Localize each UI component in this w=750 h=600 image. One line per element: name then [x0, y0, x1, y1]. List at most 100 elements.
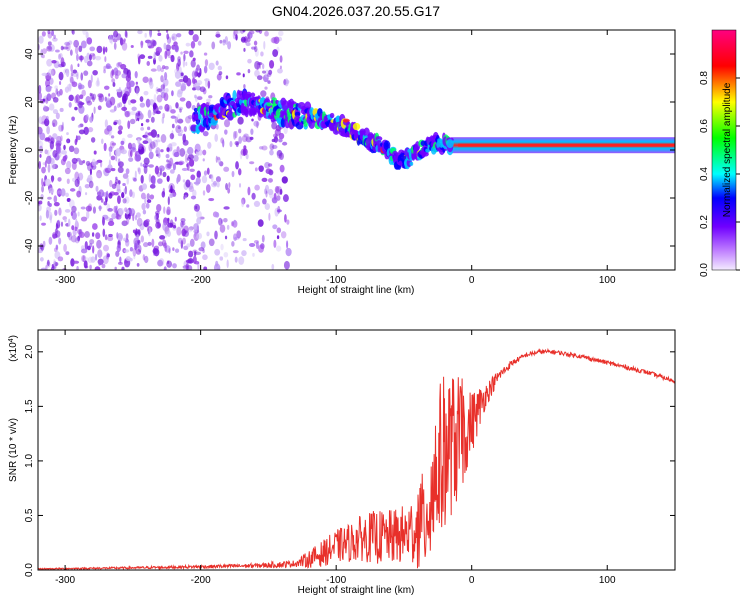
- heatmap-cell: [107, 220, 115, 227]
- heatmap-cell: [102, 216, 105, 226]
- heatmap-cell: [85, 192, 88, 196]
- heatmap-cell: [58, 124, 64, 132]
- heatmap-cell: [256, 121, 259, 129]
- heatmap-cell: [123, 249, 130, 253]
- heatmap-cell: [95, 185, 99, 192]
- heatmap-cell: [53, 201, 60, 207]
- heatmap-cell: [215, 123, 219, 130]
- heatmap-cell: [66, 132, 69, 136]
- heatmap-cell: [75, 94, 80, 104]
- heatmap-cell: [155, 46, 162, 54]
- heatmap-cell: [166, 206, 171, 216]
- heatmap-cell: [50, 266, 55, 270]
- heatmap-cell: [46, 93, 52, 102]
- snr-x-tick-label: -300: [55, 575, 75, 586]
- heatmap-cell: [191, 70, 197, 79]
- heatmap-cell: [144, 255, 149, 264]
- heatmap-cell: [73, 39, 80, 48]
- heatmap-cell: [160, 149, 164, 153]
- heatmap-cell: [54, 85, 58, 90]
- heatmap-cell: [212, 180, 217, 186]
- heatmap-cell: [183, 53, 186, 62]
- heatmap-cell: [254, 184, 260, 191]
- heatmap-cell: [38, 204, 42, 212]
- heatmap-cell: [273, 136, 279, 143]
- heatmap-cell: [85, 31, 89, 39]
- heatmap-cell: [176, 176, 179, 184]
- heatmap-cell: [163, 92, 169, 101]
- heatmap-cell: [272, 49, 279, 58]
- heatmap-cell: [124, 196, 130, 204]
- heatmap-cell: [68, 102, 72, 108]
- heatmap-cell: [200, 241, 206, 249]
- heatmap-cell: [70, 72, 74, 77]
- heatmap-cell: [284, 78, 289, 87]
- heatmap-cell: [60, 188, 66, 197]
- heatmap-cell: [116, 103, 120, 109]
- heatmap-cell: [38, 138, 41, 144]
- heatmap-cell: [84, 184, 90, 189]
- heatmap-cell: [144, 197, 147, 205]
- heatmap-cell: [133, 177, 137, 182]
- heatmap-cell: [247, 68, 251, 74]
- heatmap-cell: [74, 106, 78, 111]
- heatmap-cell: [115, 214, 122, 220]
- heatmap-cell: [215, 176, 221, 183]
- heatmap-cell: [242, 237, 247, 242]
- heatmap-cell: [115, 148, 121, 157]
- spectrogram-x-tick-label: -100: [326, 275, 346, 286]
- heatmap-cell: [87, 256, 94, 264]
- heatmap-cell: [218, 71, 223, 76]
- heatmap-cell: [171, 123, 175, 129]
- heatmap-cell: [116, 232, 119, 239]
- heatmap-cell: [162, 222, 167, 231]
- heatmap-cell: [253, 200, 261, 208]
- heatmap-cell: [46, 125, 50, 135]
- heatmap-cell: [268, 69, 273, 75]
- heatmap-cell: [180, 220, 184, 228]
- heatmap-cell: [183, 50, 189, 55]
- heatmap-cell: [234, 141, 240, 146]
- heatmap-cell: [81, 89, 86, 97]
- heatmap-cell: [164, 50, 168, 60]
- heatmap-cell: [279, 55, 283, 63]
- heatmap-cell: [253, 120, 260, 127]
- heatmap-cell: [51, 30, 55, 37]
- heatmap-cell: [271, 196, 278, 204]
- heatmap-cell: [196, 232, 203, 240]
- heatmap-cell: [55, 222, 59, 230]
- heatmap-cell: [146, 60, 151, 66]
- heatmap-cell: [136, 217, 143, 227]
- heatmap-cell: [216, 181, 220, 188]
- heatmap-cell: [182, 58, 186, 68]
- heatmap-cell: [139, 96, 144, 103]
- heatmap-cell: [208, 197, 215, 202]
- heatmap-cell: [104, 119, 108, 128]
- heatmap-cell: [226, 224, 230, 230]
- heatmap-cell: [103, 69, 106, 74]
- heatmap-cell: [38, 116, 43, 125]
- heatmap-cell: [125, 208, 130, 215]
- heatmap-cell: [273, 239, 277, 248]
- heatmap-cell: [269, 59, 275, 69]
- heatmap-cell: [86, 100, 93, 106]
- heatmap-cell: [118, 102, 123, 108]
- heatmap-cell: [154, 215, 157, 220]
- heatmap-cell: [170, 109, 176, 114]
- heatmap-cell: [185, 263, 189, 270]
- heatmap-cell: [60, 45, 64, 51]
- heatmap-cell: [74, 237, 80, 244]
- heatmap-cell: [53, 260, 57, 270]
- heatmap-cell: [224, 35, 229, 45]
- heatmap-cell: [58, 237, 62, 245]
- heatmap-cell: [249, 161, 255, 165]
- heatmap-cell: [105, 46, 108, 53]
- heatmap-cell: [138, 167, 141, 175]
- heatmap-cell: [122, 182, 126, 187]
- heatmap-cell: [97, 93, 104, 98]
- heatmap-cell: [192, 57, 196, 62]
- heatmap-cell: [242, 73, 245, 78]
- heatmap-cell: [375, 136, 383, 142]
